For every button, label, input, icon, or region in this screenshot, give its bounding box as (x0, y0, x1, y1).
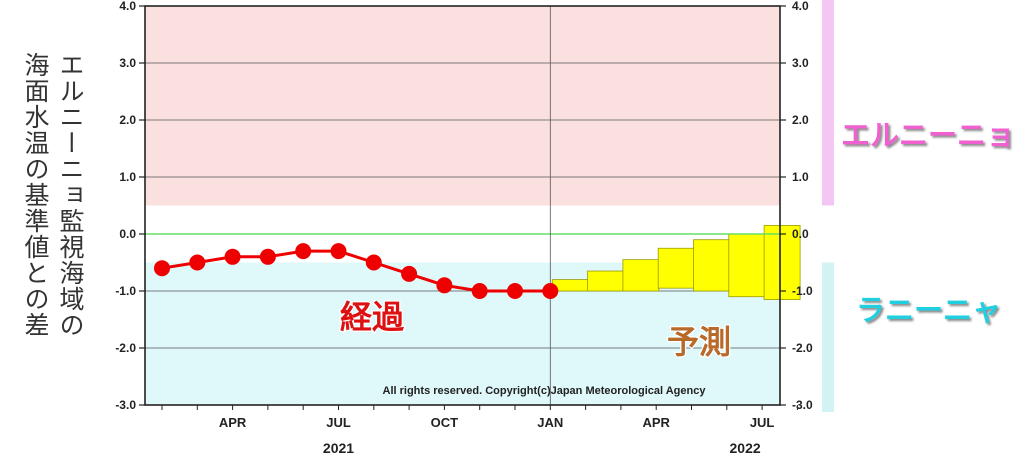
observed-point (224, 248, 241, 265)
x-tick-label: APR (642, 415, 670, 430)
observed-point (259, 248, 276, 265)
observed-point (436, 277, 453, 294)
y-tick-label-right: -3.0 (792, 398, 813, 412)
y-tick-label-right: -2.0 (792, 341, 813, 355)
plot-frame (144, 5, 781, 406)
y-tick-label-right: -1.0 (792, 284, 813, 298)
y-axis-title-line-1: エルニーニョ監視海域の (56, 52, 85, 338)
year-label: 2022 (730, 440, 761, 455)
observed-point (507, 283, 523, 299)
forecast-bar (763, 225, 801, 300)
forecast-bar (693, 239, 730, 292)
observed-point (542, 283, 559, 299)
y-tick-label-left: 0.0 (119, 227, 136, 241)
observed-point (295, 243, 312, 260)
forecast-bar (728, 233, 766, 298)
y-tick-label-left: 4.0 (119, 0, 136, 13)
y-tick-label-left: -3.0 (115, 398, 136, 412)
forecast-bar (587, 270, 624, 292)
x-tick-label: JUL (750, 415, 775, 430)
y-tick-label-right: 2.0 (792, 113, 809, 127)
observed-point (401, 265, 418, 282)
y-tick-label-right: 3.0 (792, 56, 809, 70)
y-tick-label-left: -1.0 (115, 284, 136, 298)
y-tick-label-right: 1.0 (792, 170, 809, 184)
copyright-text: All rights reserved. Copyright(c)Japan M… (383, 385, 707, 397)
el-nino-zone (145, 6, 780, 206)
observed-point (189, 254, 206, 271)
y-tick-label-left: 3.0 (119, 56, 136, 70)
forecast-bar (622, 259, 660, 292)
x-tick-label: APR (219, 415, 247, 430)
x-tick-label: OCT (431, 415, 459, 430)
la-nina-bar (822, 262, 834, 412)
observed-label: 経過 (340, 298, 405, 336)
y-tick-label-left: 1.0 (119, 170, 136, 184)
x-tick-label: JUL (326, 415, 351, 430)
el-nino-bar (822, 0, 834, 206)
observed-point (330, 243, 347, 260)
y-tick-label-left: -2.0 (115, 341, 136, 355)
observed-point (365, 254, 382, 271)
el-nino-label: エルニーニョ (841, 118, 1016, 152)
y-tick-label-left: 2.0 (119, 113, 136, 127)
y-axis-title-line-2: 海面水温の基準値との差 (21, 52, 50, 338)
x-tick-label: JAN (537, 415, 563, 430)
y-tick-label-right: 4.0 (792, 0, 809, 13)
observed-point (154, 260, 170, 277)
y-tick-label-right: 0.0 (792, 227, 809, 241)
la-nina-label: ラニーニャ (856, 293, 1002, 327)
observed-point (471, 283, 488, 299)
forecast-label: 予測 (667, 323, 731, 361)
year-label: 2021 (323, 440, 354, 455)
forecast-bar (657, 247, 695, 289)
